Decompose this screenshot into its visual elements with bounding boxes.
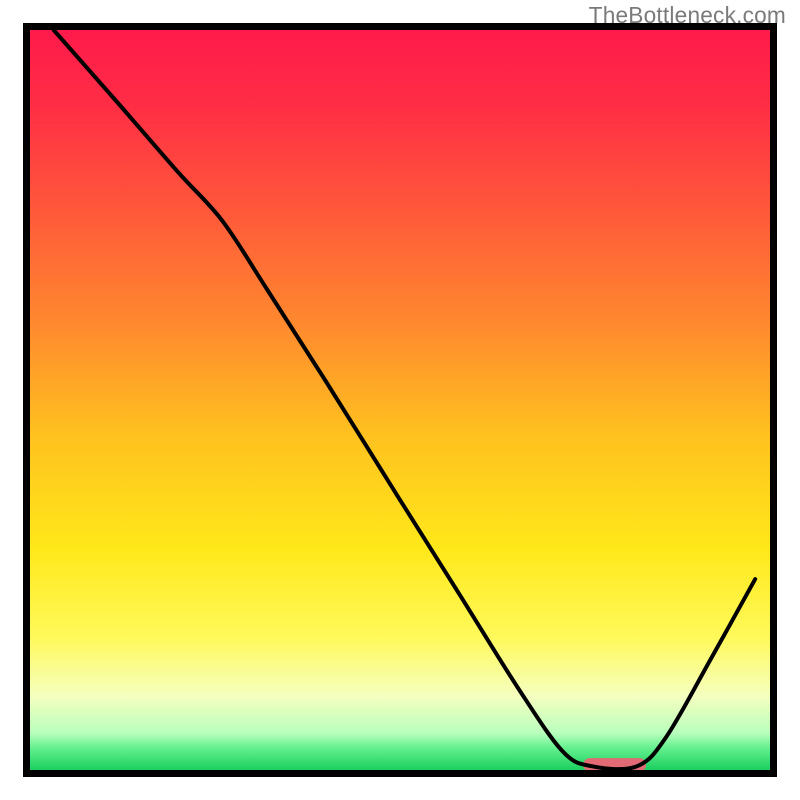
watermark-text: TheBottleneck.com bbox=[589, 2, 786, 29]
chart-root: TheBottleneck.com bbox=[0, 0, 800, 800]
chart-svg bbox=[0, 0, 800, 800]
gradient-background bbox=[30, 30, 770, 770]
